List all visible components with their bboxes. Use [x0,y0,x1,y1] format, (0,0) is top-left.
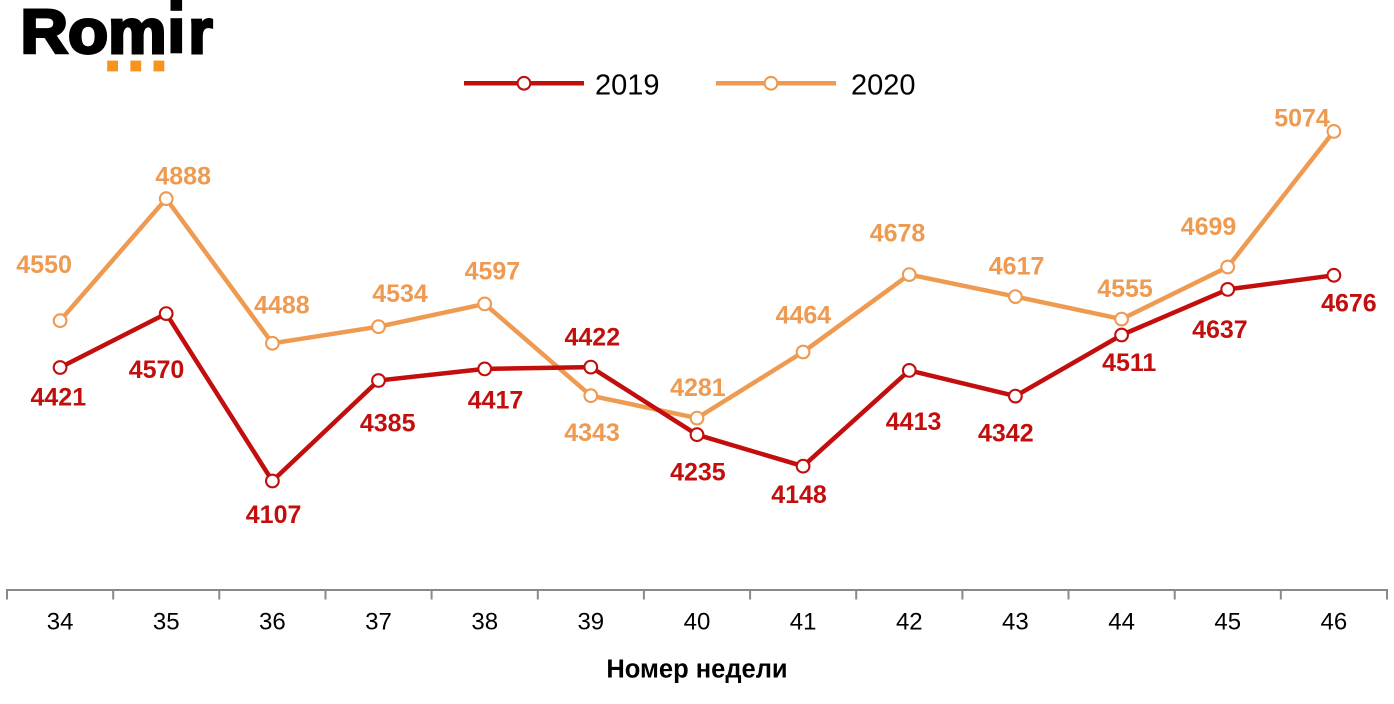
svg-text:35: 35 [153,609,180,636]
svg-text:36: 36 [259,609,286,636]
svg-text:4385: 4385 [360,410,416,438]
svg-text:4678: 4678 [870,219,926,247]
svg-text:4676: 4676 [1321,289,1377,317]
svg-text:4550: 4550 [16,251,72,279]
svg-text:37: 37 [365,609,392,636]
svg-text:42: 42 [896,609,923,636]
svg-text:4464: 4464 [776,302,832,330]
svg-text:4488: 4488 [254,291,310,319]
svg-text:2020: 2020 [851,69,916,101]
svg-text:4597: 4597 [465,258,521,286]
svg-text:4281: 4281 [670,374,726,402]
svg-text:4413: 4413 [886,408,942,436]
svg-text:r: r [189,0,213,67]
svg-text:4570: 4570 [129,356,185,384]
svg-text:40: 40 [684,609,711,636]
svg-text:4417: 4417 [468,387,524,415]
svg-text:4107: 4107 [246,501,302,529]
svg-text:4342: 4342 [978,420,1034,448]
svg-text:4637: 4637 [1192,316,1248,344]
svg-text:4534: 4534 [372,280,428,308]
svg-text:43: 43 [1002,609,1029,636]
svg-text:4617: 4617 [989,252,1045,280]
svg-text:38: 38 [471,609,498,636]
svg-text:2019: 2019 [595,69,660,101]
svg-text:4555: 4555 [1097,275,1153,303]
svg-text:4235: 4235 [670,458,726,486]
svg-text:4699: 4699 [1181,213,1237,241]
svg-text:46: 46 [1321,609,1348,636]
svg-text:Rom: Rom [21,0,167,67]
svg-text:Номер недели: Номер недели [606,656,787,684]
svg-text:41: 41 [790,609,817,636]
svg-text:44: 44 [1108,609,1135,636]
svg-text:4148: 4148 [771,481,827,509]
svg-text:45: 45 [1214,609,1241,636]
svg-text:4888: 4888 [155,163,211,191]
svg-text:4511: 4511 [1102,349,1156,377]
svg-text:5074: 5074 [1274,104,1330,132]
svg-text:39: 39 [577,609,604,636]
svg-text:4343: 4343 [564,419,620,447]
svg-text:34: 34 [47,609,74,636]
svg-text:4421: 4421 [30,384,86,412]
svg-text:4422: 4422 [564,324,620,352]
